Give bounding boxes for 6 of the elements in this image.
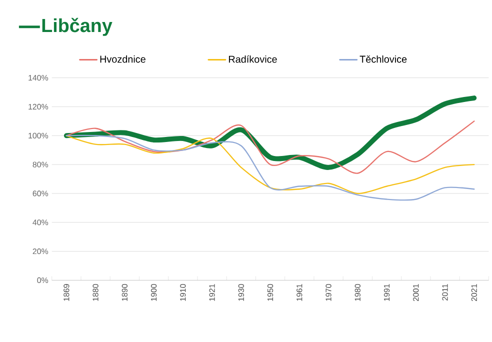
- line-series: [66, 120, 475, 174]
- legend-label: Těchlovice: [360, 55, 407, 63]
- legend-label: Libčany: [42, 18, 112, 36]
- line-series: [64, 96, 477, 170]
- legend-label: Radíkovice: [228, 55, 277, 63]
- legend-label: Hvozdnice: [100, 55, 146, 63]
